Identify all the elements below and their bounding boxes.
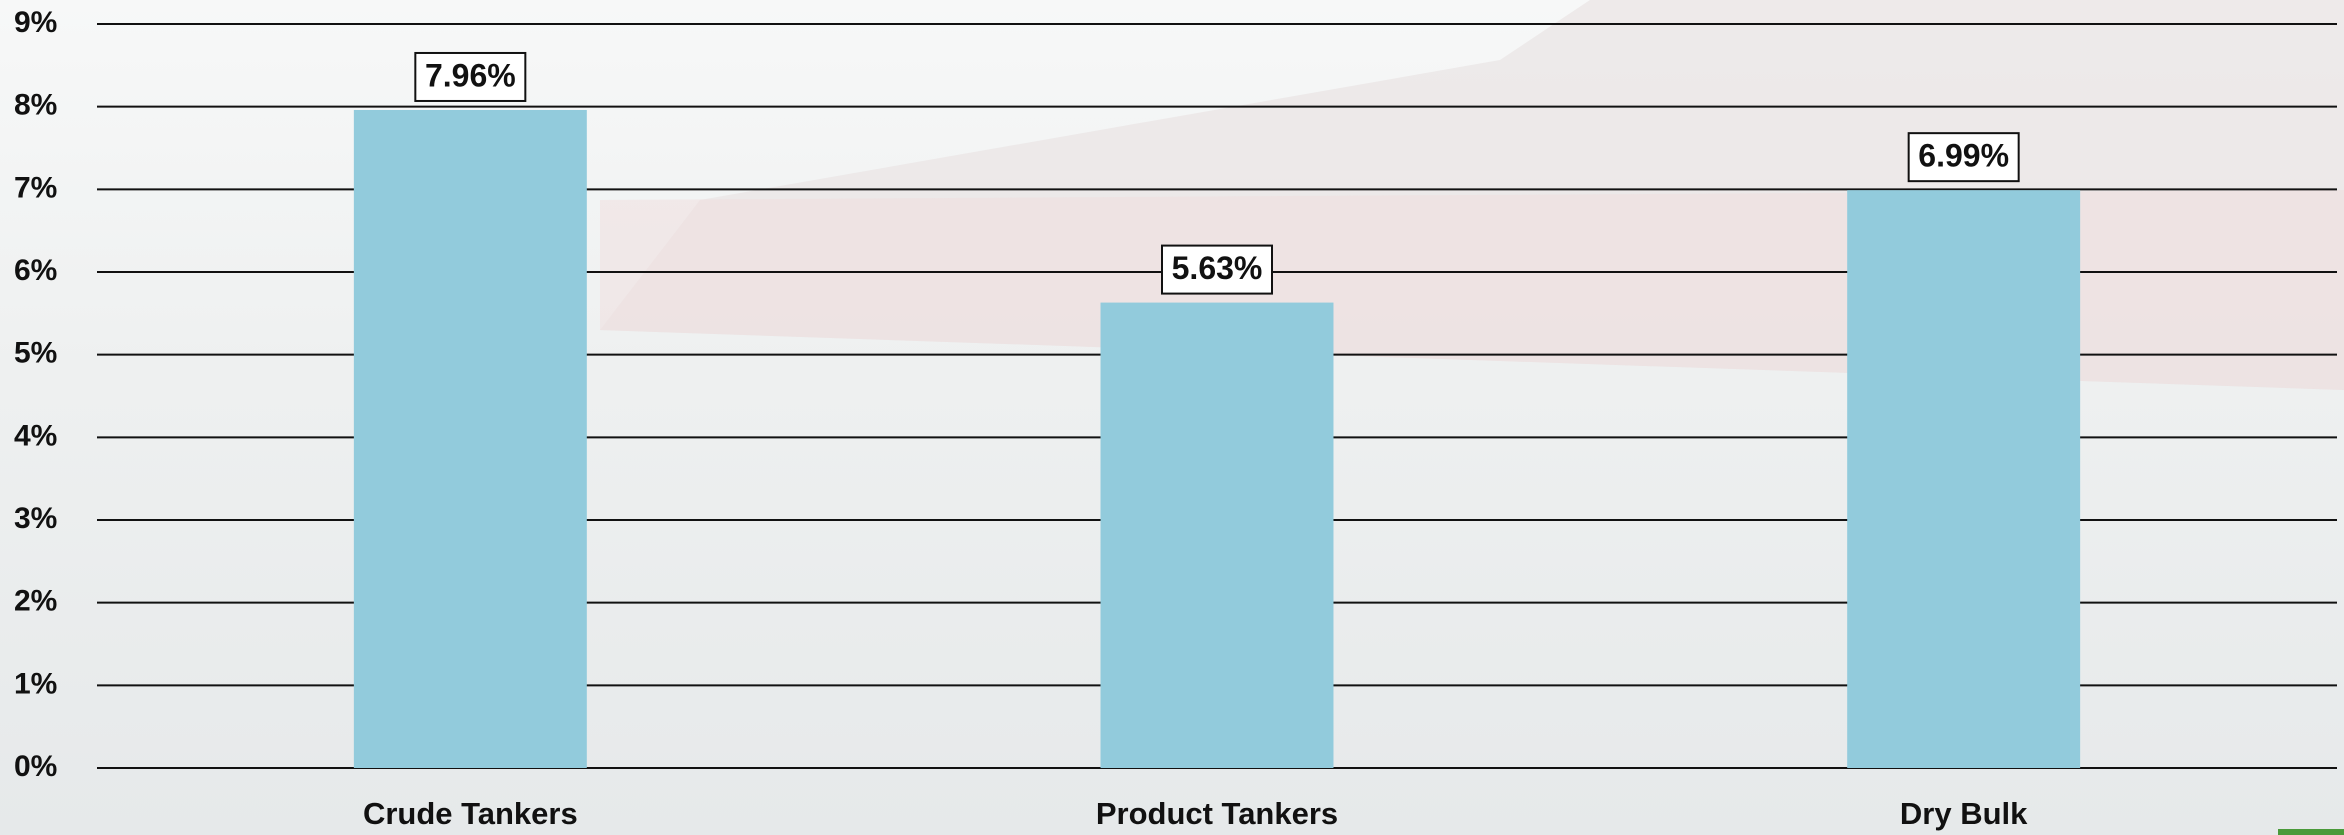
y-tick-label: 6% — [14, 254, 57, 287]
bar — [1100, 302, 1334, 768]
value-label: 5.63% — [1172, 250, 1263, 286]
x-tick-label: Product Tankers — [1096, 796, 1338, 831]
corner-mark — [2278, 829, 2344, 835]
y-tick-label: 8% — [14, 89, 57, 122]
y-tick-label: 5% — [14, 337, 57, 370]
y-tick-label: 0% — [14, 750, 57, 783]
y-tick-label: 1% — [14, 667, 57, 700]
bar — [353, 109, 587, 769]
value-label-box — [414, 51, 527, 102]
x-tick-label: Dry Bulk — [1900, 796, 2028, 831]
y-tick-label: 7% — [14, 171, 57, 204]
value-label-box — [1907, 132, 2020, 183]
x-tick-label: Crude Tankers — [363, 796, 578, 831]
y-tick-label: 9% — [14, 6, 57, 39]
value-label-box — [1161, 244, 1273, 295]
y-tick-label: 2% — [14, 585, 57, 618]
y-tick-label: 4% — [14, 419, 57, 452]
value-label: 7.96% — [425, 57, 516, 93]
y-tick-label: 3% — [14, 502, 57, 535]
value-label: 6.99% — [1918, 138, 2009, 174]
bar — [1847, 190, 2081, 768]
